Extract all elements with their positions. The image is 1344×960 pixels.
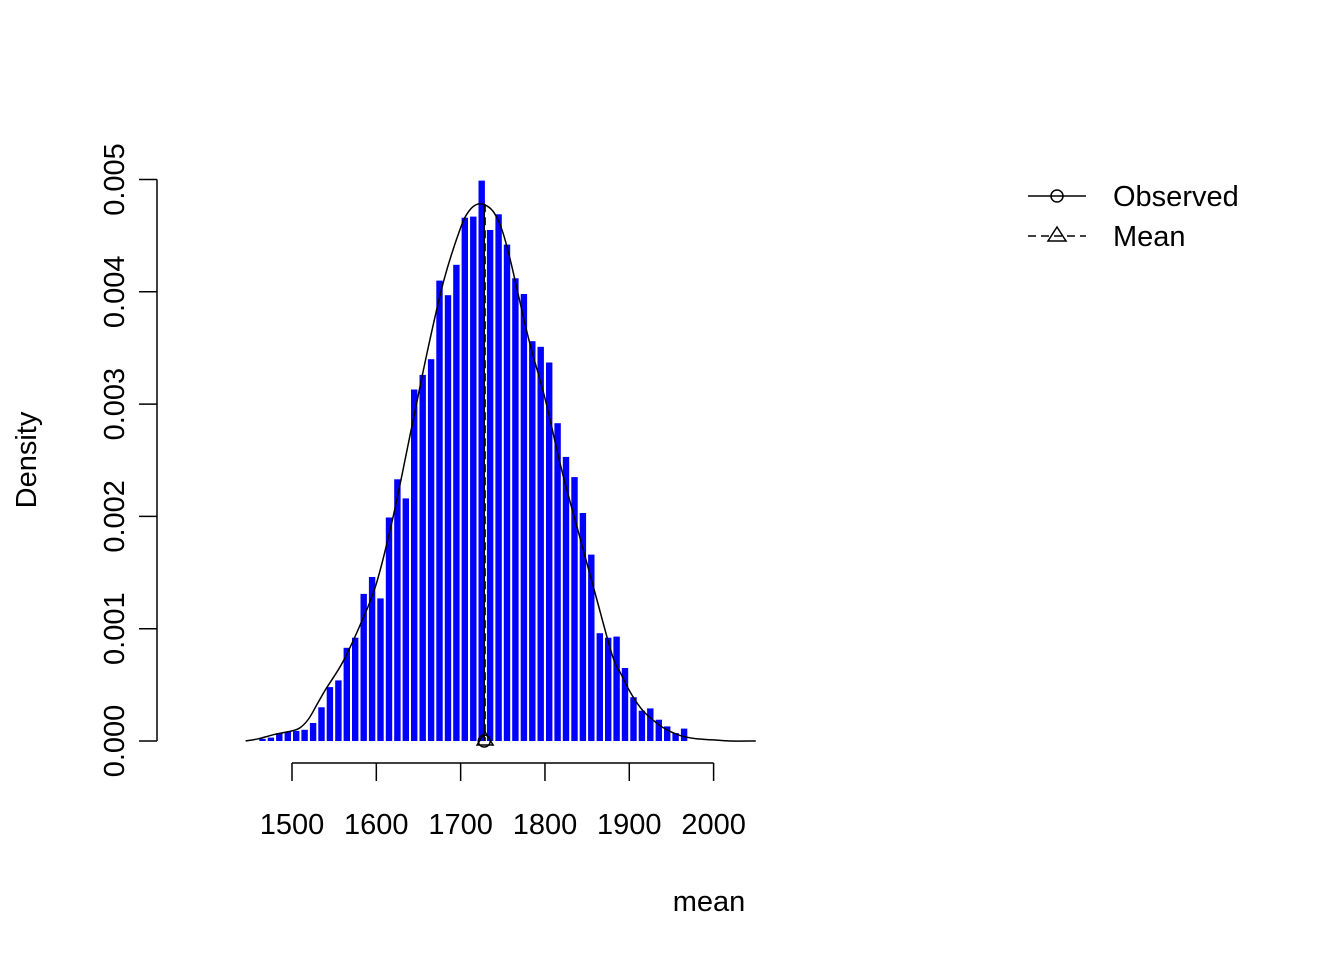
histogram-bar <box>655 719 662 741</box>
histogram-bar <box>512 278 519 741</box>
legend: Observed Mean <box>1028 181 1239 253</box>
histogram-bar <box>259 738 266 741</box>
histogram-bar <box>571 477 578 741</box>
histogram-bar <box>276 733 283 741</box>
y-tick-label: 0.004 <box>99 256 131 329</box>
histogram-bar <box>335 680 342 741</box>
x-axis-label: mean <box>673 886 746 918</box>
histogram-bar <box>680 728 688 741</box>
histogram-bar <box>579 513 587 741</box>
legend-mean-label: Mean <box>1113 221 1186 253</box>
histogram-bar <box>352 637 359 741</box>
histogram-bar <box>554 423 561 741</box>
x-tick-label: 1500 <box>260 809 325 841</box>
legend-observed-circle-icon <box>1050 189 1064 203</box>
histogram-bar <box>326 687 334 741</box>
histogram-bar <box>293 730 300 741</box>
histogram-bar <box>368 577 376 741</box>
histogram-bar <box>529 341 536 741</box>
y-tick-label: 0.000 <box>99 705 131 778</box>
histogram-bar <box>672 733 679 741</box>
y-tick-label: 0.002 <box>99 480 131 553</box>
legend-observed-label: Observed <box>1113 181 1239 213</box>
legend-mean-triangle-icon <box>1046 225 1068 242</box>
histogram-bar <box>267 737 275 741</box>
histogram-bar <box>613 636 620 741</box>
x-axis: 1500 1600 1700 1800 1900 2000 <box>260 762 746 841</box>
legend-entry-mean: Mean <box>1028 221 1186 253</box>
histogram-bar <box>385 517 393 741</box>
histogram-bar <box>309 723 317 741</box>
y-axis-label: Density <box>11 411 43 508</box>
y-tick-label: 0.001 <box>99 592 131 665</box>
x-tick-label: 2000 <box>681 809 746 841</box>
histogram-bar <box>503 244 511 741</box>
legend-entry-observed: Observed <box>1028 181 1239 213</box>
histogram-bar <box>486 230 494 741</box>
y-tick-label: 0.005 <box>99 143 131 216</box>
y-axis: 0.000 0.001 0.002 0.003 0.004 0.005 <box>99 143 158 778</box>
histogram-bar <box>588 554 595 741</box>
histogram-bar <box>478 180 485 742</box>
histogram-bar <box>621 668 629 741</box>
histogram-bar <box>495 214 502 742</box>
histogram-bar <box>537 346 544 741</box>
histogram-bar <box>630 697 637 741</box>
histogram-bar <box>419 374 426 741</box>
histogram-bar <box>427 359 435 741</box>
histogram-bar <box>411 389 418 741</box>
x-tick-label: 1600 <box>344 809 409 841</box>
histogram-bar <box>360 593 367 741</box>
histogram-bar <box>436 280 443 741</box>
histogram-bar <box>301 729 308 741</box>
histogram-bar <box>284 732 291 741</box>
y-tick-label: 0.003 <box>99 368 131 441</box>
histogram-bars <box>259 180 688 742</box>
density-curve <box>245 203 756 742</box>
histogram-bar <box>546 362 553 741</box>
histogram-bar <box>318 707 325 741</box>
mean-marker <box>475 730 495 746</box>
histogram-bar <box>394 479 401 741</box>
histogram-bar <box>377 598 384 741</box>
histogram-bar <box>605 637 612 741</box>
histogram-bar <box>520 294 528 741</box>
histogram-bar <box>461 217 468 741</box>
histogram-bar <box>444 295 452 741</box>
histogram-bar <box>596 633 603 741</box>
x-tick-label: 1700 <box>428 809 493 841</box>
x-tick-label: 1800 <box>513 809 578 841</box>
histogram-bar <box>343 647 350 741</box>
histogram-bar <box>562 456 570 741</box>
histogram-bar <box>638 710 646 741</box>
x-tick-label: 1900 <box>597 809 662 841</box>
histogram-bar <box>453 264 460 741</box>
histogram-bar <box>470 216 477 742</box>
histogram-bar <box>664 726 671 741</box>
histogram-bar <box>647 708 654 741</box>
histogram-bar <box>402 498 409 741</box>
